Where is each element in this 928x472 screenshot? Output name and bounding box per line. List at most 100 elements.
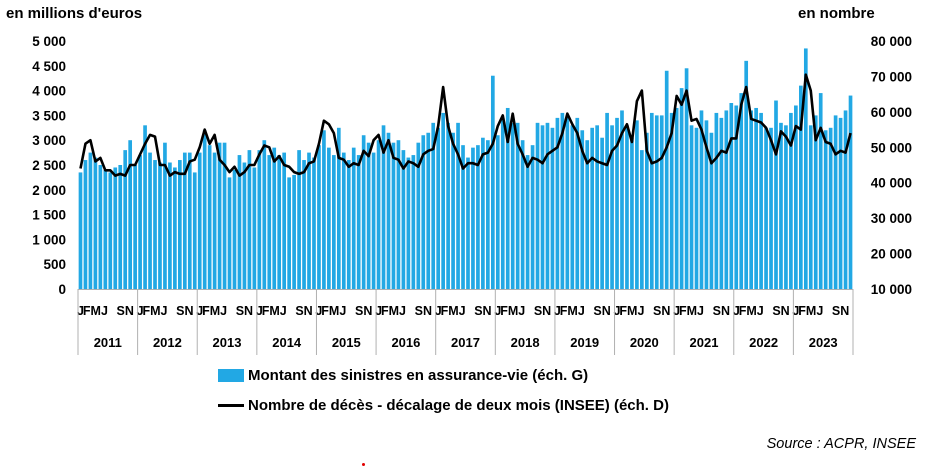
month-tick-label: FMJ [798, 304, 823, 318]
death-count-line [79, 73, 852, 177]
right-tick-label: 10 000 [871, 282, 912, 297]
year-label: 2011 [94, 335, 122, 350]
bar [818, 93, 823, 289]
bar [336, 127, 341, 289]
red-dot [362, 463, 365, 466]
month-tick-label: FMJ [679, 304, 704, 318]
right-tick-label: 40 000 [871, 176, 912, 191]
bar [118, 165, 123, 289]
bar [327, 147, 331, 289]
bar [396, 140, 401, 289]
bar [803, 48, 808, 289]
bar [78, 172, 83, 289]
bar [366, 142, 371, 289]
bar [406, 157, 411, 289]
source-note: Source : ACPR, INSEE [766, 436, 916, 452]
year-label: 2020 [630, 335, 659, 350]
bar [729, 103, 734, 289]
bar [754, 107, 758, 290]
bar [93, 157, 98, 289]
bar [88, 152, 93, 289]
year-label: 2014 [272, 335, 302, 350]
left-axis-unit: en millions d'euros [6, 5, 143, 22]
bar [550, 127, 555, 289]
bar [699, 110, 704, 289]
month-tick-label: FMJ [143, 304, 168, 318]
month-tick-label: FMJ [739, 304, 764, 318]
bar [664, 70, 669, 289]
bar [312, 157, 316, 289]
month-tick-label: J [733, 304, 740, 318]
bar [297, 150, 301, 289]
bar [615, 117, 619, 289]
bar [242, 162, 247, 289]
month-tick-label: FMJ [500, 304, 525, 318]
month-tick-label: SN [713, 304, 730, 318]
bar [178, 160, 182, 289]
bar [823, 130, 828, 289]
line-series [79, 73, 852, 177]
month-tick-label: FMJ [321, 304, 346, 318]
bar [843, 110, 848, 289]
bar [456, 122, 460, 289]
bar [232, 169, 237, 289]
bar [212, 152, 217, 289]
bar [451, 132, 455, 289]
bar [416, 142, 421, 289]
left-tick-label: 4 000 [32, 84, 66, 99]
left-tick-label: 5 000 [32, 34, 66, 49]
month-tick-label: SN [832, 304, 849, 318]
month-tick-label: SN [534, 304, 551, 318]
left-tick-label: 2 500 [32, 158, 66, 173]
left-axis: 0 500 1 000 1 500 2 000 2 500 3 000 3 500 4 000 4… [32, 34, 66, 297]
bar [202, 130, 207, 289]
bar [446, 122, 450, 289]
bar [555, 117, 560, 289]
month-tick-label: SN [474, 304, 491, 318]
bar [774, 100, 778, 290]
bar [694, 127, 699, 289]
bar [530, 145, 535, 289]
left-tick-label: 1 000 [32, 232, 66, 247]
bar [361, 135, 366, 289]
bar [341, 152, 346, 289]
bar [813, 115, 818, 290]
bar [515, 122, 520, 289]
month-tick-label: SN [295, 304, 312, 318]
bar [391, 142, 396, 289]
left-tick-label: 3 000 [32, 133, 66, 148]
bar [704, 120, 709, 289]
month-tick-label: SN [593, 304, 610, 318]
bar [153, 160, 157, 289]
bar [187, 152, 192, 289]
year-label: 2019 [570, 335, 599, 350]
bar [351, 147, 356, 289]
bar [83, 160, 88, 289]
right-axis: 10 000 20 000 30 000 40 000 50 000 60 000 70 0… [871, 34, 912, 297]
bar [759, 112, 763, 289]
right-tick-label: 60 000 [871, 105, 912, 120]
bar [689, 125, 694, 289]
bar [173, 167, 177, 289]
bar [848, 95, 853, 289]
bar [600, 137, 604, 289]
bar [138, 155, 142, 289]
bar [684, 68, 689, 289]
bar [654, 115, 659, 290]
bar [789, 112, 793, 289]
bar [744, 60, 749, 290]
bar [461, 145, 465, 289]
bar [436, 127, 441, 289]
bar [143, 125, 147, 289]
bar [192, 172, 197, 289]
bar [98, 165, 103, 289]
bar [828, 127, 833, 289]
month-tick-label: J [494, 304, 501, 318]
bar [257, 150, 262, 289]
bar [158, 162, 162, 289]
bar [247, 150, 252, 289]
bar [595, 125, 599, 289]
bar [197, 152, 202, 289]
bar [610, 125, 614, 289]
